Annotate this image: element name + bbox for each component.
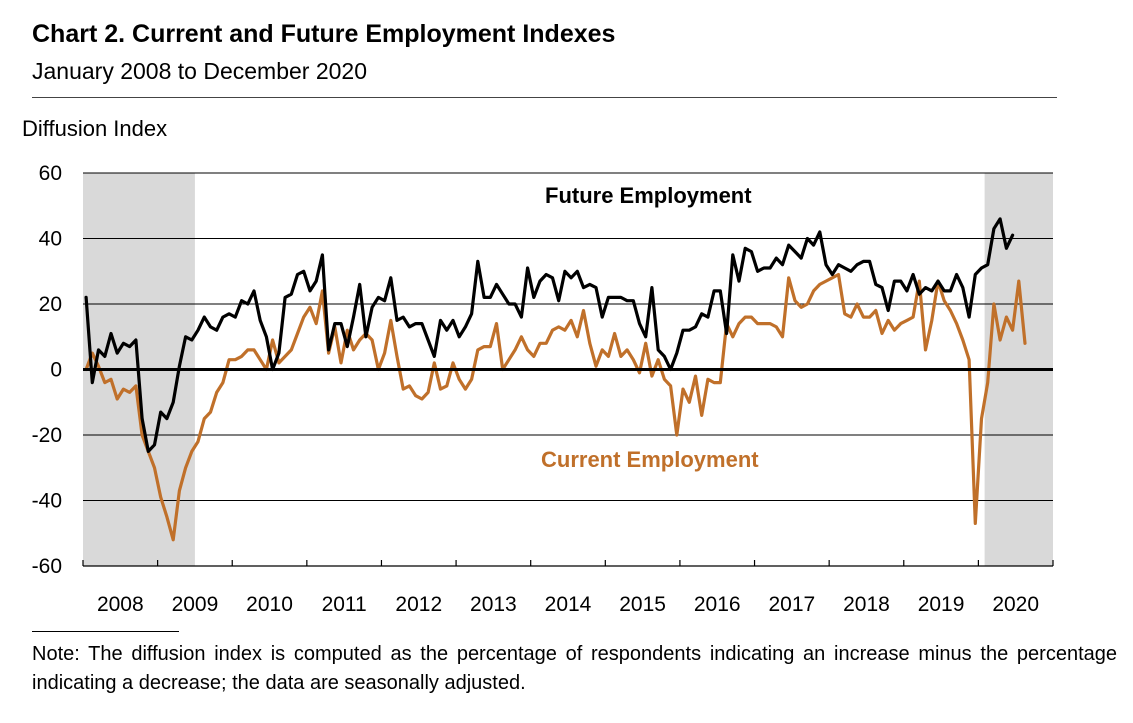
y-tick-labels: 60 40 20 0 -20 -40 -60 [32,162,62,578]
x-tick-label: 2011 [322,593,367,616]
y-tick-label: -20 [32,424,62,447]
x-tick-label: 2019 [918,593,965,616]
y-axis-label: Diffusion Index [22,116,168,141]
x-tick-label: 2018 [843,593,890,616]
x-tick-label: 2010 [246,593,293,616]
chart-subtitle: January 2008 to December 2020 [32,58,367,84]
x-tick-label: 2014 [545,593,592,616]
y-tick-label: 40 [39,228,62,251]
x-tick-label: 2009 [172,593,219,616]
note-divider [32,631,179,632]
chart-title: Chart 2. Current and Future Employment I… [32,20,616,48]
x-tick-label: 2008 [97,593,144,616]
series-label-future: Future Employment [545,183,752,208]
line-chart: 60 40 20 0 -20 -40 -60 2008 2009 2010 2011 2012 201… [32,162,1054,616]
x-tick-label: 2015 [619,593,666,616]
y-tick-label: 20 [39,293,62,316]
x-tick-label: 2016 [694,593,741,616]
y-tick-label: 60 [39,162,62,185]
x-tick-label: 2012 [395,593,442,616]
series-line-current [84,272,1027,542]
series-label-current: Current Employment [541,447,759,472]
y-tick-label: -60 [32,555,62,578]
y-tick-label: -40 [32,490,62,513]
chart-note: Note: The diffusion index is computed as… [32,643,1117,694]
x-tick-label: 2020 [992,593,1039,616]
y-tick-label: 0 [50,359,62,382]
series-line-future [84,217,1015,453]
series-lines [83,217,1053,542]
x-axis: 2008 2009 2010 2011 2012 2013 2014 2015 2016 2017… [82,560,1054,616]
x-tick-label: 2013 [470,593,517,616]
x-tick-label: 2017 [768,593,815,616]
title-divider [32,97,1057,98]
